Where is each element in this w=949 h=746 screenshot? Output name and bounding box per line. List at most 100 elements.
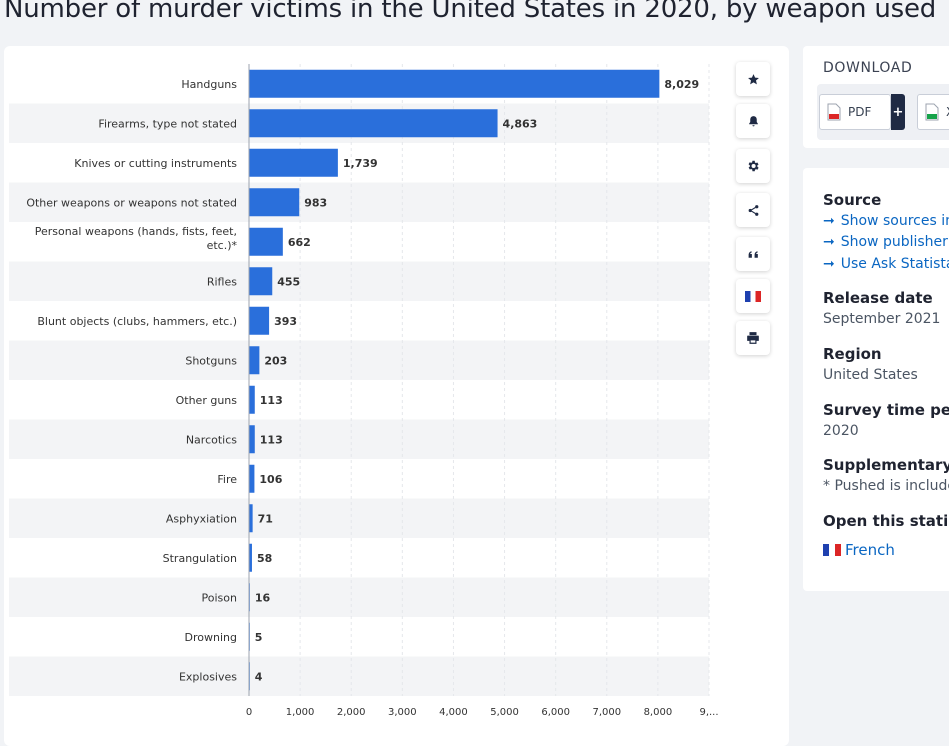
- share-button[interactable]: [736, 193, 770, 227]
- value-label: 106: [259, 473, 282, 486]
- value-label: 662: [288, 236, 311, 249]
- value-label: 8,029: [664, 78, 699, 91]
- x-tick-label: 1,000: [286, 707, 315, 718]
- category-label: Asphyxiation: [166, 512, 237, 525]
- settings-button[interactable]: [736, 149, 770, 183]
- category-label: Drowning: [185, 631, 237, 644]
- show-publisher-link[interactable]: ➞ Show publisher i: [823, 234, 949, 250]
- notification-button[interactable]: [736, 104, 770, 138]
- download-panel: DOWNLOAD PDF + X: [803, 46, 949, 148]
- flag-fr-icon: [745, 290, 761, 302]
- french-language-link[interactable]: French: [823, 541, 895, 559]
- ask-statista-link[interactable]: ➞Use Ask Statista F: [823, 256, 949, 272]
- open-statistic-heading: Open this statist: [823, 512, 949, 530]
- category-label: Shotguns: [185, 354, 237, 367]
- survey-period-heading: Survey time peri: [823, 401, 949, 419]
- value-label: 113: [260, 433, 283, 446]
- print-button[interactable]: [736, 321, 770, 355]
- value-label: 393: [274, 315, 297, 328]
- x-tick-label: 4,000: [439, 707, 468, 718]
- bar-chart: Handguns 8,029 Firearms, type not stated 4,…: [9, 64, 719, 718]
- pdf-label: PDF: [848, 105, 872, 119]
- statistic-info-panel: Source ➞ Show sources inf ➞ Show publisher…: [803, 168, 949, 591]
- value-label: 113: [260, 394, 283, 407]
- survey-period-value: 2020: [823, 423, 859, 439]
- xls-file-icon: [925, 103, 939, 121]
- pdf-options-button[interactable]: +: [891, 94, 905, 130]
- category-label: Poison: [202, 591, 237, 604]
- share-icon: [748, 204, 758, 216]
- x-tick-label: 7,000: [592, 707, 621, 718]
- flag-fr-icon: [823, 544, 841, 556]
- category-label: Rifles: [207, 275, 237, 288]
- category-label: Strangulation: [163, 552, 237, 565]
- x-tick-label: 3,000: [388, 707, 417, 718]
- pdf-download-button[interactable]: PDF: [819, 94, 891, 130]
- x-tick-label: 8,000: [644, 707, 673, 718]
- bar: [249, 385, 255, 414]
- x-tick-label: 0: [246, 707, 252, 718]
- category-label: Narcotics: [186, 433, 237, 446]
- row-stripe: [9, 577, 709, 617]
- xls-label: X: [946, 105, 949, 119]
- row-stripe: [9, 419, 709, 459]
- source-heading: Source: [823, 191, 882, 209]
- bar: [249, 188, 300, 217]
- gear-icon: [748, 160, 759, 172]
- category-label: Knives or cutting instruments: [74, 157, 237, 170]
- value-label: 4,863: [503, 117, 538, 130]
- row-stripe: [9, 182, 709, 222]
- bar: [249, 346, 260, 375]
- value-label: 455: [277, 275, 300, 288]
- bar: [249, 227, 283, 256]
- row-stripe: [9, 261, 709, 301]
- category-label: Blunt objects (clubs, hammers, etc.): [37, 315, 237, 328]
- value-label: 71: [258, 512, 273, 525]
- show-sources-link[interactable]: ➞ Show sources inf: [823, 213, 949, 229]
- bar: [249, 504, 253, 533]
- release-date-heading: Release date: [823, 289, 933, 307]
- download-heading: DOWNLOAD: [823, 60, 913, 76]
- bar: [249, 267, 273, 296]
- favorite-button[interactable]: [736, 62, 770, 96]
- bar: [249, 306, 270, 335]
- row-stripe: [9, 340, 709, 380]
- supplementary-notes-heading: Supplementary n: [823, 456, 949, 474]
- category-label: Fire: [217, 473, 237, 486]
- bar: [249, 464, 255, 493]
- category-label: Firearms, type not stated: [98, 117, 237, 130]
- category-label: Handguns: [181, 78, 237, 91]
- xls-download-button[interactable]: X: [917, 94, 949, 130]
- category-label: Personal weapons (hands, fists, feet, etc…: [35, 225, 238, 252]
- release-date-value: September 2021: [823, 311, 941, 327]
- bar: [249, 425, 255, 454]
- row-stripe: [9, 498, 709, 538]
- region-value: United States: [823, 367, 918, 383]
- bar: [249, 543, 252, 572]
- arrow-right-icon: ➞: [823, 256, 835, 272]
- x-tick-label: 2,000: [337, 707, 366, 718]
- category-label: Other weapons or weapons not stated: [26, 196, 237, 209]
- value-label: 16: [255, 591, 271, 604]
- download-options: PDF + X: [817, 84, 949, 140]
- x-tick-label: 9,...: [699, 707, 718, 718]
- row-stripe: [9, 656, 709, 696]
- page-title: Number of murder victims in the United S…: [4, 0, 937, 24]
- supplementary-notes-value: * Pushed is included: [823, 478, 949, 494]
- value-label: 5: [255, 631, 263, 644]
- value-label: 4: [255, 670, 263, 683]
- category-label: Other guns: [176, 394, 238, 407]
- star-icon: [747, 73, 759, 84]
- value-label: 203: [264, 354, 287, 367]
- region-heading: Region: [823, 345, 882, 363]
- cite-button[interactable]: [736, 237, 770, 271]
- bar: [249, 109, 498, 138]
- arrow-right-icon: ➞: [823, 234, 835, 250]
- value-label: 1,739: [343, 157, 378, 170]
- bar: [249, 69, 660, 98]
- printer-icon: [747, 332, 759, 344]
- x-tick-label: 5,000: [490, 707, 519, 718]
- bell-icon: [748, 115, 758, 126]
- language-button[interactable]: [736, 279, 770, 313]
- arrow-right-icon: ➞: [823, 213, 835, 229]
